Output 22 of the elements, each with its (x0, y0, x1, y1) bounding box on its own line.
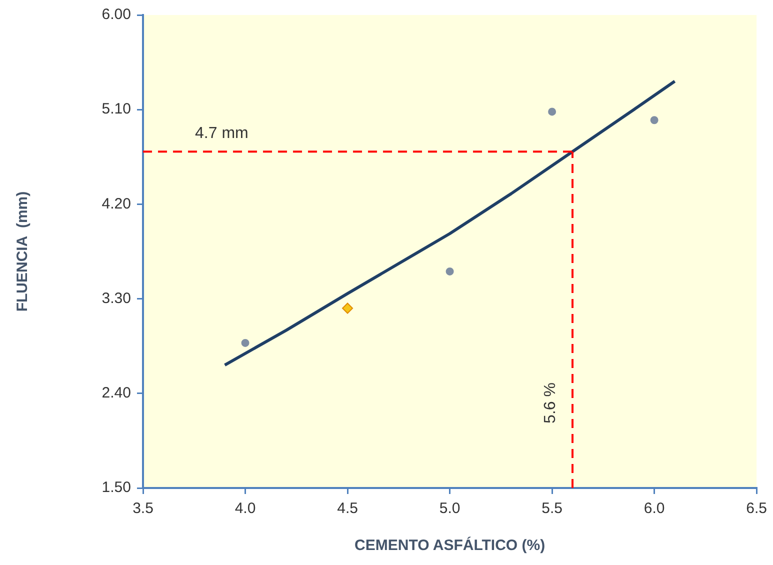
x-tick-label: 6.5 (746, 500, 768, 518)
x-tick-label: 6.0 (644, 500, 665, 518)
point (241, 338, 250, 347)
y-tick-label: 4.20 (102, 195, 131, 212)
ref-line-label: 4.7 mm (195, 125, 248, 142)
ref-line-label: 5.6 % (542, 382, 559, 424)
x-tick-label: 5.0 (439, 500, 460, 518)
y-tick-label: 2.40 (102, 384, 131, 402)
point (342, 302, 354, 314)
point (446, 267, 454, 276)
x-tick-label: 3.5 (132, 500, 154, 518)
y-tick-label: 3.30 (102, 290, 131, 307)
y-axis-title: FLUENCIA (mm) (14, 191, 32, 312)
y-tick-label: 1.50 (102, 479, 131, 496)
x-tick-label: 5.5 (542, 500, 562, 518)
x-axis-title: CEMENTO ASFÁLTICO (%) (354, 536, 546, 554)
y-tick-label: 5.10 (102, 100, 131, 118)
point (548, 108, 556, 116)
y-tick-label: 6.00 (102, 6, 131, 24)
x-tick-label: 4.0 (234, 500, 256, 518)
point (650, 116, 658, 124)
x-tick-label: 4.5 (337, 500, 358, 518)
